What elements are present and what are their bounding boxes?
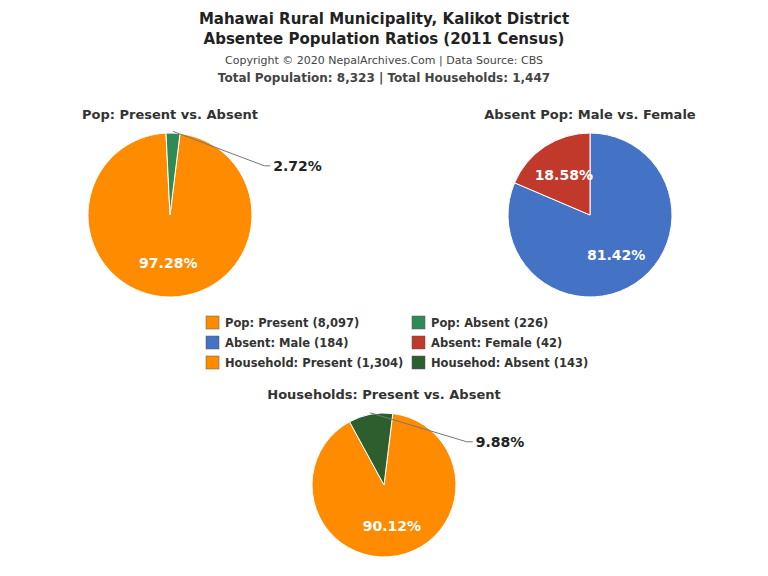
data-label: 90.12% [363,518,421,534]
legend-swatch [412,356,425,369]
pie-slice [350,413,393,485]
legend-entry: Pop: Present (8,097) [225,316,359,330]
annotation: Total Population: 8,323 | Total Househol… [218,71,550,85]
legend-swatch [206,336,219,349]
pie-chart: Households: Present vs. Absent [267,387,500,557]
data-label: 2.72% [273,158,322,174]
legend-entry: Absent: Female (42) [431,336,562,350]
annotation: Copyright © 2020 NepalArchives.Com | Dat… [225,54,543,67]
data-label: 81.42% [587,247,645,263]
pie-slice [508,133,672,297]
data-labels: 90.12% 9.88% [363,413,525,534]
data-labels: 97.28% 2.72% [139,131,322,270]
legend-entry: Household: Present (1,304) [225,356,403,370]
legend-entry: Absent: Male (184) [225,336,349,350]
legend-entry: Househod: Absent (143) [431,356,588,370]
pie-chart: Pop: Present vs. Absent [82,107,258,297]
data-labels: 81.42% 18.58% [535,167,646,262]
data-label: 97.28% [139,255,197,271]
legend: Pop: Present (8,097) Pop: Absent (226) Abs… [206,316,588,370]
leader-line [370,413,473,442]
legend-swatch [412,336,425,349]
chart-root: Mahawai Rural Municipality, Kalikot Dist… [0,0,768,576]
data-label: 18.58% [535,167,593,183]
leader-line [173,131,270,165]
pie-slice [312,414,456,557]
subtitle: Absentee Population Ratios (2011 Census) [204,30,565,48]
pie-chart: Absent Pop: Male vs. Female [484,107,696,297]
pie-slice [166,133,180,215]
legend-swatch [206,316,219,329]
pie-title: Pop: Present vs. Absent [82,107,258,122]
legend-swatch [412,316,425,329]
legend-swatch [206,356,219,369]
title: Mahawai Rural Municipality, Kalikot Dist… [199,10,569,28]
pie-slice [88,133,252,297]
pie-title: Absent Pop: Male vs. Female [484,107,696,122]
legend-entry: Pop: Absent (226) [431,316,548,330]
pie-title: Households: Present vs. Absent [267,387,500,402]
data-label: 9.88% [476,434,525,450]
